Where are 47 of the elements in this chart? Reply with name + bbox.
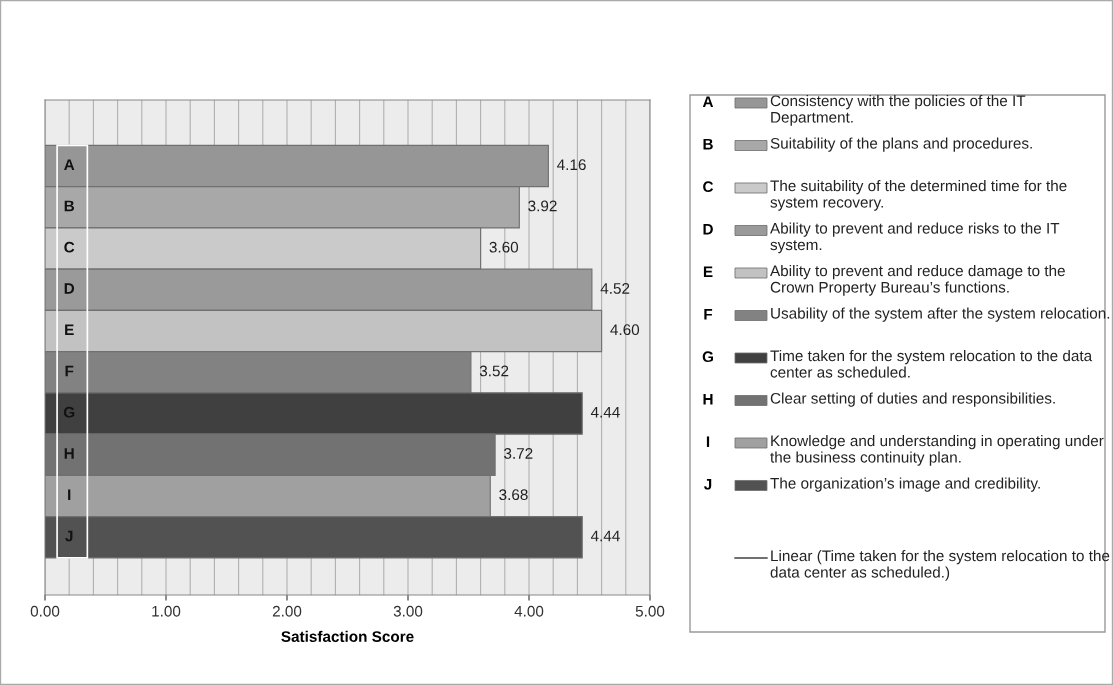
y-tick-label: J xyxy=(65,530,73,542)
category-label: H xyxy=(703,393,713,405)
y-tick-label: E xyxy=(65,324,74,335)
legend-label: Time taken for the system relocation to the data center as scheduled. xyxy=(770,350,1093,378)
category-label: F xyxy=(704,308,713,320)
legend-label: Usability of the system after the system relocation. xyxy=(771,307,1110,322)
x-tick-label: 1.00 xyxy=(152,605,181,617)
x-tick-label: 4.00 xyxy=(514,605,544,617)
x-tick-label: 3.00 xyxy=(393,605,423,617)
category-label: C xyxy=(703,181,714,193)
data-label: 3.72 xyxy=(504,448,533,459)
category-label: B xyxy=(703,138,713,150)
data-label: 4.16 xyxy=(557,159,586,171)
y-tick-label: F xyxy=(65,365,74,377)
category-label: J xyxy=(703,478,712,490)
y-tick-label: I xyxy=(68,489,71,500)
category-label: D xyxy=(703,223,713,235)
legend-label: The suitability of the determined time for the system recovery. xyxy=(770,180,1067,211)
legend-label: Suitability of the plans and procedures. xyxy=(770,137,1032,152)
category-label: G xyxy=(702,351,713,363)
legend-label: Linear (Time taken for the system relocation to the data center as scheduled.) xyxy=(770,550,1110,581)
legend-label: Clear setting of duties and responsibilities. xyxy=(770,392,1055,407)
x-tick-label: 2.00 xyxy=(272,605,302,617)
x-tick-label: 0.00 xyxy=(30,605,60,617)
legend-label: The organization’s image and credibility. xyxy=(770,477,1040,492)
y-tick-label: B xyxy=(64,200,75,212)
data-label: 4.52 xyxy=(600,283,630,294)
x-tick-label: 5.00 xyxy=(635,605,665,617)
y-tick-label: A xyxy=(64,159,75,170)
legend-label: Ability to prevent and reduce risks to the IT system. xyxy=(770,222,1060,254)
data-label: 3.92 xyxy=(528,200,557,212)
legend-label: Ability to prevent and reduce damage to the Crown Property Bureau’s functions. xyxy=(770,265,1065,296)
y-tick-label: D xyxy=(64,283,75,294)
data-label: 4.44 xyxy=(590,530,620,542)
data-label: 3.60 xyxy=(489,241,519,253)
x-axis-title: Satisfaction Score xyxy=(281,630,414,642)
category-label: A xyxy=(702,96,714,107)
category-label: E xyxy=(703,266,713,277)
data-label: 3.52 xyxy=(479,365,509,377)
data-label: 4.44 xyxy=(590,406,620,418)
category-label: I xyxy=(706,436,710,447)
legend-label: Consistency with the policies of the IT Department. xyxy=(770,95,1026,126)
legend-label: Knowledge and understanding in operating under the business continuity plan. xyxy=(770,435,1104,466)
data-label: 3.68 xyxy=(499,489,528,501)
y-tick-label: H xyxy=(64,448,74,459)
data-label: 4.60 xyxy=(610,324,640,336)
y-tick-label: C xyxy=(64,241,75,253)
